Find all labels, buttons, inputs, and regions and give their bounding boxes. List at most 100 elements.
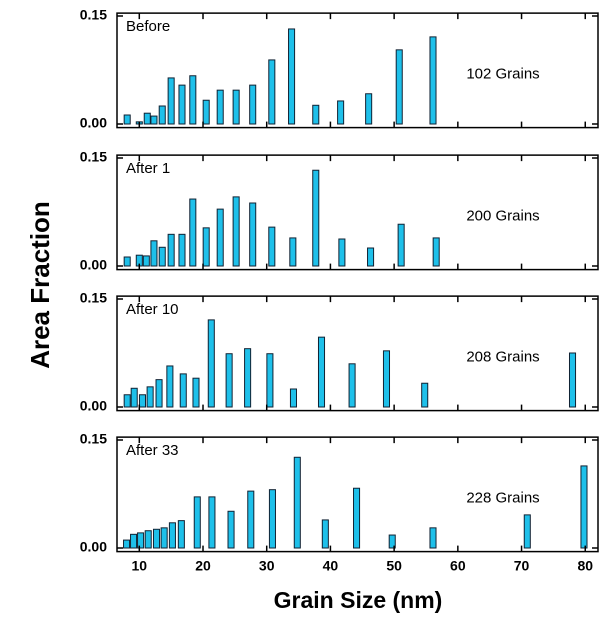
x-tick-label: 60 bbox=[450, 557, 466, 573]
y-tick-label: 0.00 bbox=[80, 398, 107, 414]
x-tick-label: 30 bbox=[259, 557, 275, 573]
bar bbox=[123, 394, 131, 408]
y-tick-label: 0.00 bbox=[80, 257, 107, 273]
bar bbox=[202, 99, 210, 125]
bar bbox=[150, 115, 158, 125]
bar bbox=[382, 350, 391, 408]
bar bbox=[178, 233, 186, 267]
bar bbox=[167, 233, 175, 267]
bar bbox=[580, 465, 588, 549]
bar bbox=[166, 365, 174, 408]
y-tick-label: 0.00 bbox=[80, 539, 107, 555]
bar bbox=[348, 363, 356, 408]
bar bbox=[337, 100, 345, 125]
panel-title: After 33 bbox=[126, 442, 179, 459]
bar bbox=[353, 487, 361, 549]
bar bbox=[177, 520, 185, 549]
bar bbox=[123, 114, 131, 125]
bar bbox=[268, 59, 276, 125]
bar bbox=[130, 533, 138, 549]
bar bbox=[289, 237, 297, 267]
bar bbox=[266, 353, 274, 408]
bar bbox=[288, 28, 296, 125]
x-tick-label: 10 bbox=[132, 557, 148, 573]
bar bbox=[158, 246, 166, 267]
bar bbox=[207, 319, 215, 408]
bar bbox=[244, 348, 252, 408]
bar bbox=[158, 105, 166, 125]
y-tick-label: 0.15 bbox=[80, 149, 107, 165]
y-tick-label: 0.00 bbox=[80, 115, 107, 131]
bar bbox=[192, 377, 200, 408]
bar bbox=[160, 527, 168, 549]
bar bbox=[143, 112, 151, 125]
bar bbox=[232, 89, 240, 125]
bar bbox=[312, 104, 320, 125]
x-tick-label: 70 bbox=[514, 557, 530, 573]
bar bbox=[429, 36, 437, 125]
plot-frame bbox=[116, 12, 599, 129]
bar bbox=[150, 240, 158, 267]
panel-title: After 10 bbox=[126, 301, 179, 318]
bar bbox=[365, 93, 373, 125]
bar bbox=[568, 352, 577, 408]
bar bbox=[193, 496, 201, 549]
bar bbox=[216, 89, 224, 125]
panel-title: After 1 bbox=[126, 160, 170, 177]
bar bbox=[268, 489, 276, 549]
bar bbox=[429, 527, 437, 549]
bar bbox=[208, 496, 216, 549]
bar bbox=[216, 208, 224, 267]
y-tick-label: 0.15 bbox=[80, 290, 107, 306]
bar bbox=[152, 528, 161, 549]
bar bbox=[249, 84, 257, 125]
grain-count: 200 Grains bbox=[466, 207, 539, 224]
bar bbox=[388, 534, 396, 549]
x-tick-label: 40 bbox=[323, 557, 339, 573]
bar bbox=[321, 519, 329, 549]
y-tick-label: 0.15 bbox=[80, 431, 107, 447]
bar bbox=[421, 382, 429, 408]
plot-frame bbox=[116, 154, 599, 271]
bar bbox=[338, 238, 346, 267]
grain-count: 208 Grains bbox=[466, 348, 539, 365]
bar bbox=[395, 49, 403, 125]
bar bbox=[432, 237, 440, 267]
bar bbox=[225, 353, 233, 408]
bar bbox=[167, 77, 175, 125]
bar bbox=[155, 379, 163, 408]
bar bbox=[317, 336, 326, 408]
bar bbox=[178, 84, 186, 125]
bar bbox=[249, 202, 257, 267]
y-axis-label: Area Fraction bbox=[25, 201, 55, 369]
bar bbox=[130, 387, 138, 408]
bar bbox=[289, 388, 297, 408]
bar bbox=[138, 394, 147, 408]
bar bbox=[123, 256, 131, 267]
bar bbox=[146, 386, 154, 408]
bar bbox=[232, 196, 240, 267]
bar bbox=[137, 532, 145, 549]
y-tick-label: 0.15 bbox=[80, 7, 107, 23]
bar bbox=[123, 539, 131, 549]
x-tick-label: 20 bbox=[195, 557, 211, 573]
bar bbox=[367, 247, 375, 267]
bar bbox=[142, 255, 150, 267]
plot-frame bbox=[116, 295, 599, 412]
bar bbox=[144, 530, 152, 549]
panel-title: Before bbox=[126, 18, 170, 35]
bar bbox=[168, 522, 176, 549]
plot-frame bbox=[116, 436, 599, 553]
bar bbox=[523, 514, 531, 549]
bar bbox=[202, 227, 210, 267]
grain-count: 102 Grains bbox=[466, 65, 539, 82]
bar bbox=[397, 223, 405, 267]
bar bbox=[189, 75, 197, 125]
grain-count: 228 Grains bbox=[466, 489, 539, 506]
bar bbox=[293, 456, 301, 549]
bar bbox=[312, 169, 320, 267]
x-tick-label: 80 bbox=[577, 557, 593, 573]
bar bbox=[189, 198, 197, 267]
bar bbox=[179, 373, 187, 408]
